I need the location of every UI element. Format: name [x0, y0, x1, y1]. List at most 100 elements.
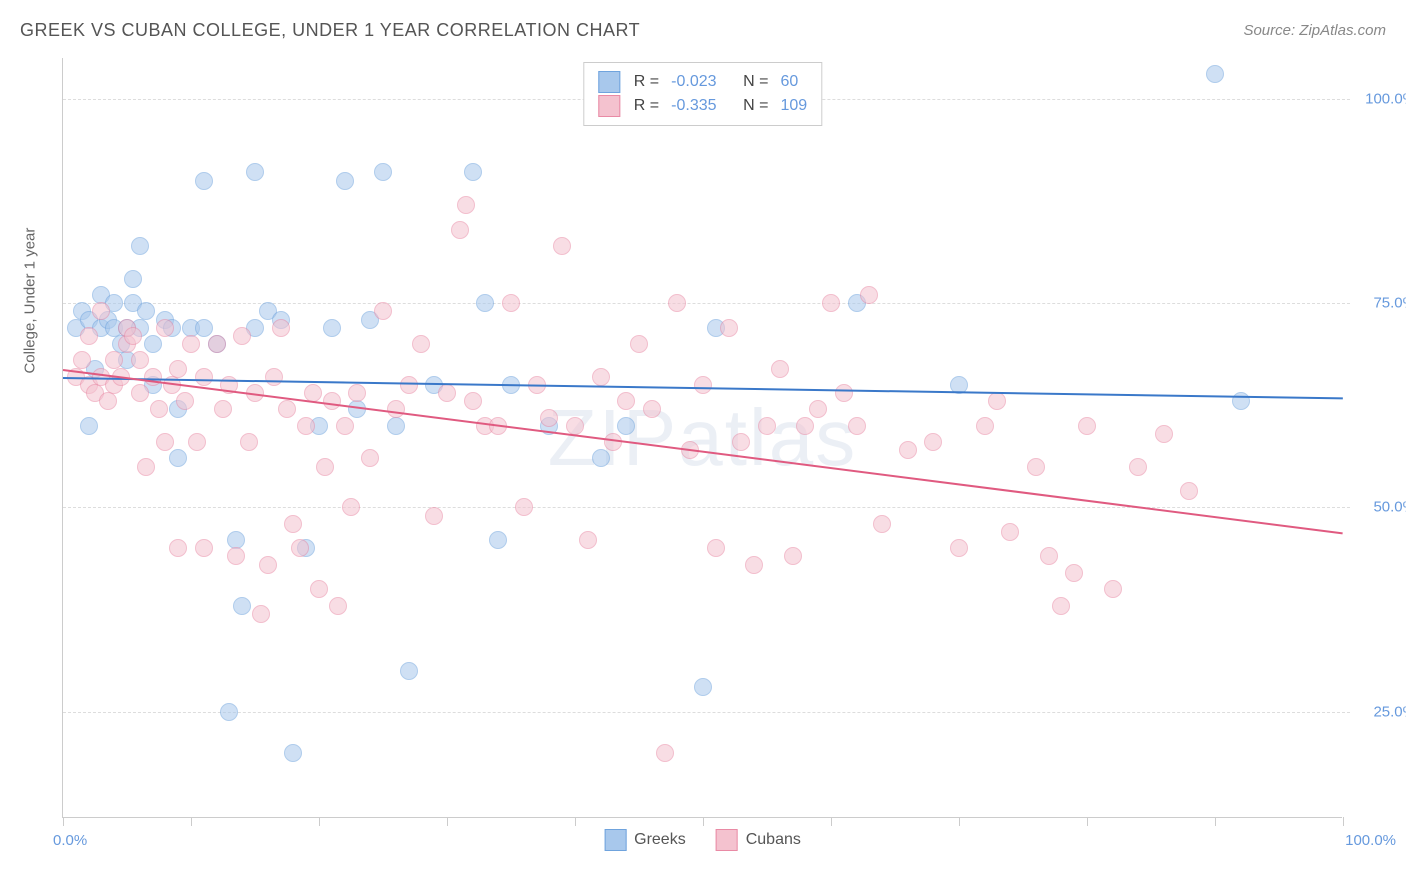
data-point [566, 417, 584, 435]
data-point [99, 392, 117, 410]
y-tick-label: 25.0% [1373, 703, 1406, 720]
n-label: N = [743, 97, 768, 115]
data-point [489, 531, 507, 549]
data-point [412, 335, 430, 353]
source-credit: Source: ZipAtlas.com [1243, 22, 1386, 39]
correlation-legend: R =-0.023N =60R =-0.335N =109 [583, 62, 822, 126]
data-point [361, 449, 379, 467]
data-point [425, 507, 443, 525]
n-label: N = [743, 73, 768, 91]
data-point [1129, 458, 1147, 476]
data-point [176, 392, 194, 410]
data-point [822, 294, 840, 312]
data-point [374, 163, 392, 181]
legend-swatch [716, 829, 738, 851]
x-axis-min-label: 0.0% [53, 832, 87, 849]
data-point [579, 531, 597, 549]
data-point [336, 417, 354, 435]
data-point [195, 319, 213, 337]
data-point [502, 294, 520, 312]
data-point [105, 351, 123, 369]
data-point [694, 376, 712, 394]
data-point [342, 498, 360, 516]
data-point [73, 351, 91, 369]
data-point [758, 417, 776, 435]
data-point [1052, 597, 1070, 615]
data-point [137, 302, 155, 320]
data-point [976, 417, 994, 435]
legend-label: Greeks [634, 831, 686, 849]
data-point [284, 744, 302, 762]
legend-stat-row: R =-0.335N =109 [598, 95, 807, 117]
data-point [732, 433, 750, 451]
data-point [284, 515, 302, 533]
x-tick [831, 817, 832, 826]
x-tick [959, 817, 960, 826]
data-point [195, 539, 213, 557]
x-tick [447, 817, 448, 826]
data-point [272, 319, 290, 337]
data-point [124, 327, 142, 345]
data-point [464, 163, 482, 181]
gridline [63, 303, 1350, 304]
data-point [1065, 564, 1083, 582]
data-point [438, 384, 456, 402]
data-point [316, 458, 334, 476]
series-legend: Greeks Cubans [604, 829, 801, 851]
y-tick-label: 50.0% [1373, 499, 1406, 516]
data-point [1155, 425, 1173, 443]
legend-swatch [598, 71, 620, 93]
data-point [400, 662, 418, 680]
data-point [387, 417, 405, 435]
data-point [252, 605, 270, 623]
data-point [950, 539, 968, 557]
data-point [835, 384, 853, 402]
data-point [860, 286, 878, 304]
data-point [617, 417, 635, 435]
data-point [80, 417, 98, 435]
data-point [924, 433, 942, 451]
data-point [265, 368, 283, 386]
data-point [208, 335, 226, 353]
data-point [457, 196, 475, 214]
n-value: 109 [780, 97, 807, 115]
legend-swatch [598, 95, 620, 117]
data-point [323, 319, 341, 337]
data-point [220, 703, 238, 721]
data-point [988, 392, 1006, 410]
data-point [1027, 458, 1045, 476]
data-point [796, 417, 814, 435]
x-tick [1215, 817, 1216, 826]
data-point [246, 163, 264, 181]
data-point [1078, 417, 1096, 435]
data-point [150, 400, 168, 418]
data-point [195, 172, 213, 190]
data-point [451, 221, 469, 239]
x-tick [319, 817, 320, 826]
data-point [694, 678, 712, 696]
x-tick [575, 817, 576, 826]
data-point [278, 400, 296, 418]
r-label: R = [634, 97, 659, 115]
data-point [592, 368, 610, 386]
x-tick [63, 817, 64, 826]
data-point [240, 433, 258, 451]
data-point [348, 384, 366, 402]
x-tick [191, 817, 192, 826]
data-point [169, 449, 187, 467]
data-point [540, 409, 558, 427]
legend-stat-row: R =-0.023N =60 [598, 71, 807, 93]
data-point [131, 384, 149, 402]
data-point [195, 368, 213, 386]
data-point [707, 539, 725, 557]
legend-label: Cubans [746, 831, 801, 849]
data-point [214, 400, 232, 418]
data-point [188, 433, 206, 451]
data-point [259, 556, 277, 574]
data-point [464, 392, 482, 410]
r-value: -0.023 [671, 73, 725, 91]
legend-item: Cubans [716, 829, 801, 851]
data-point [873, 515, 891, 533]
gridline [63, 712, 1350, 713]
data-point [899, 441, 917, 459]
